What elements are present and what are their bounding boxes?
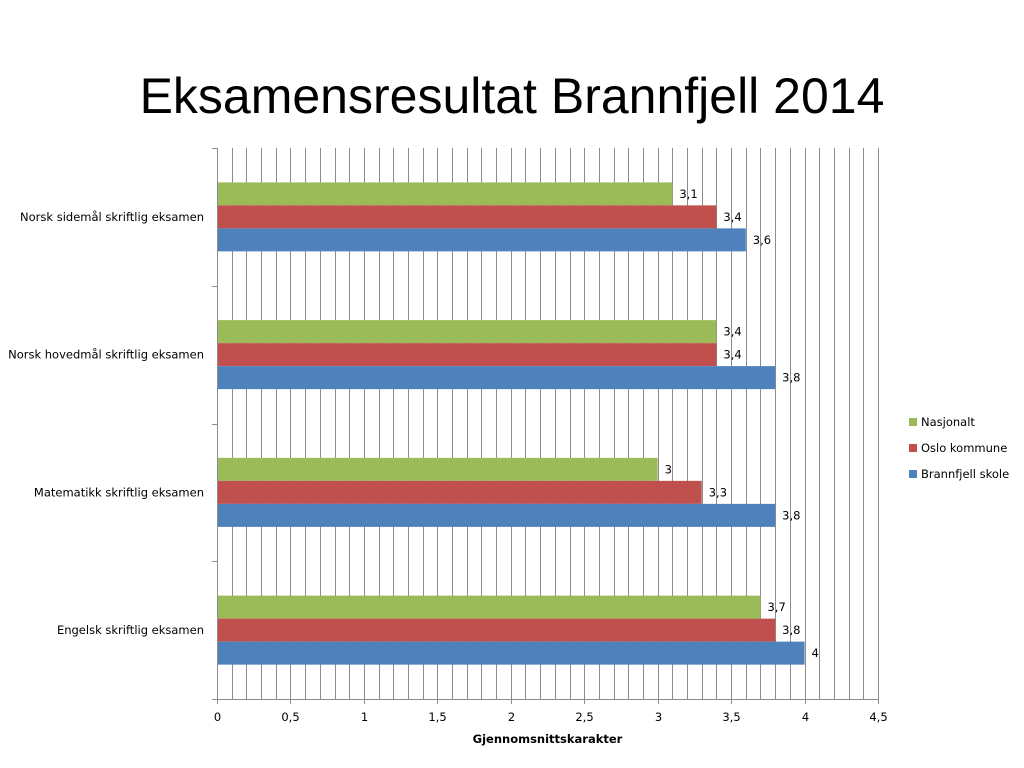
bar: [217, 503, 776, 527]
chart-legend: Nasjonalt Oslo kommune Brannfjell skole: [909, 415, 1009, 481]
legend-label: Nasjonalt: [921, 415, 975, 429]
category-label: Engelsk skriftlig eksamen: [57, 623, 204, 637]
data-label: 3,6: [753, 233, 771, 247]
bar: [217, 343, 717, 367]
legend-label: Brannfjell skole: [921, 467, 1009, 481]
x-tick-label: 0: [214, 710, 221, 724]
category-label: Norsk hovedmål skriftlig eksamen: [8, 348, 204, 362]
bar: [217, 182, 673, 206]
slide-title: Eksamensresultat Brannfjell 2014: [139, 68, 885, 124]
category-label: Norsk sidemål skriftlig eksamen: [20, 210, 204, 224]
bar: [217, 320, 717, 344]
x-tick-label: 1,5: [428, 710, 446, 724]
bar: [217, 641, 805, 665]
data-label: 3: [665, 462, 672, 476]
data-label: 3,8: [782, 371, 800, 385]
chart-bars: [217, 182, 805, 665]
chart-labels: 3,1 3,4 3,6 Norsk sidemål skriftlig eksamen…: [8, 187, 888, 746]
bar: [217, 480, 702, 504]
x-axis-title: Gjennomsnittskarakter: [473, 732, 623, 746]
bar: [217, 228, 746, 252]
data-label: 3,1: [679, 187, 697, 201]
data-label: 3,4: [723, 325, 741, 339]
bar: [217, 457, 658, 481]
x-tick-label: 4,5: [869, 710, 887, 724]
legend-swatch: [909, 470, 917, 478]
legend-label: Oslo kommune: [921, 441, 1007, 455]
chart-axes: [212, 148, 879, 704]
legend-swatch: [909, 444, 917, 452]
data-label: 3,3: [709, 485, 727, 499]
legend-swatch: [909, 418, 917, 426]
data-label: 3,8: [782, 623, 800, 637]
x-tick-label: 2,5: [575, 710, 593, 724]
x-tick-label: 3: [655, 710, 662, 724]
data-label: 3,7: [767, 600, 785, 614]
x-tick-label: 4: [802, 710, 809, 724]
data-label: 3,8: [782, 508, 800, 522]
x-tick-label: 2: [508, 710, 515, 724]
data-label: 3,4: [723, 210, 741, 224]
x-tick-label: 3,5: [722, 710, 740, 724]
bar: [217, 366, 776, 390]
category-label: Matematikk skriftlig eksamen: [34, 485, 204, 499]
x-tick-label: 0,5: [281, 710, 299, 724]
bar: [217, 595, 761, 619]
x-tick-label: 1: [361, 710, 368, 724]
data-label: 3,4: [723, 348, 741, 362]
bar: [217, 205, 717, 229]
bar: [217, 618, 776, 642]
data-label: 4: [812, 646, 819, 660]
